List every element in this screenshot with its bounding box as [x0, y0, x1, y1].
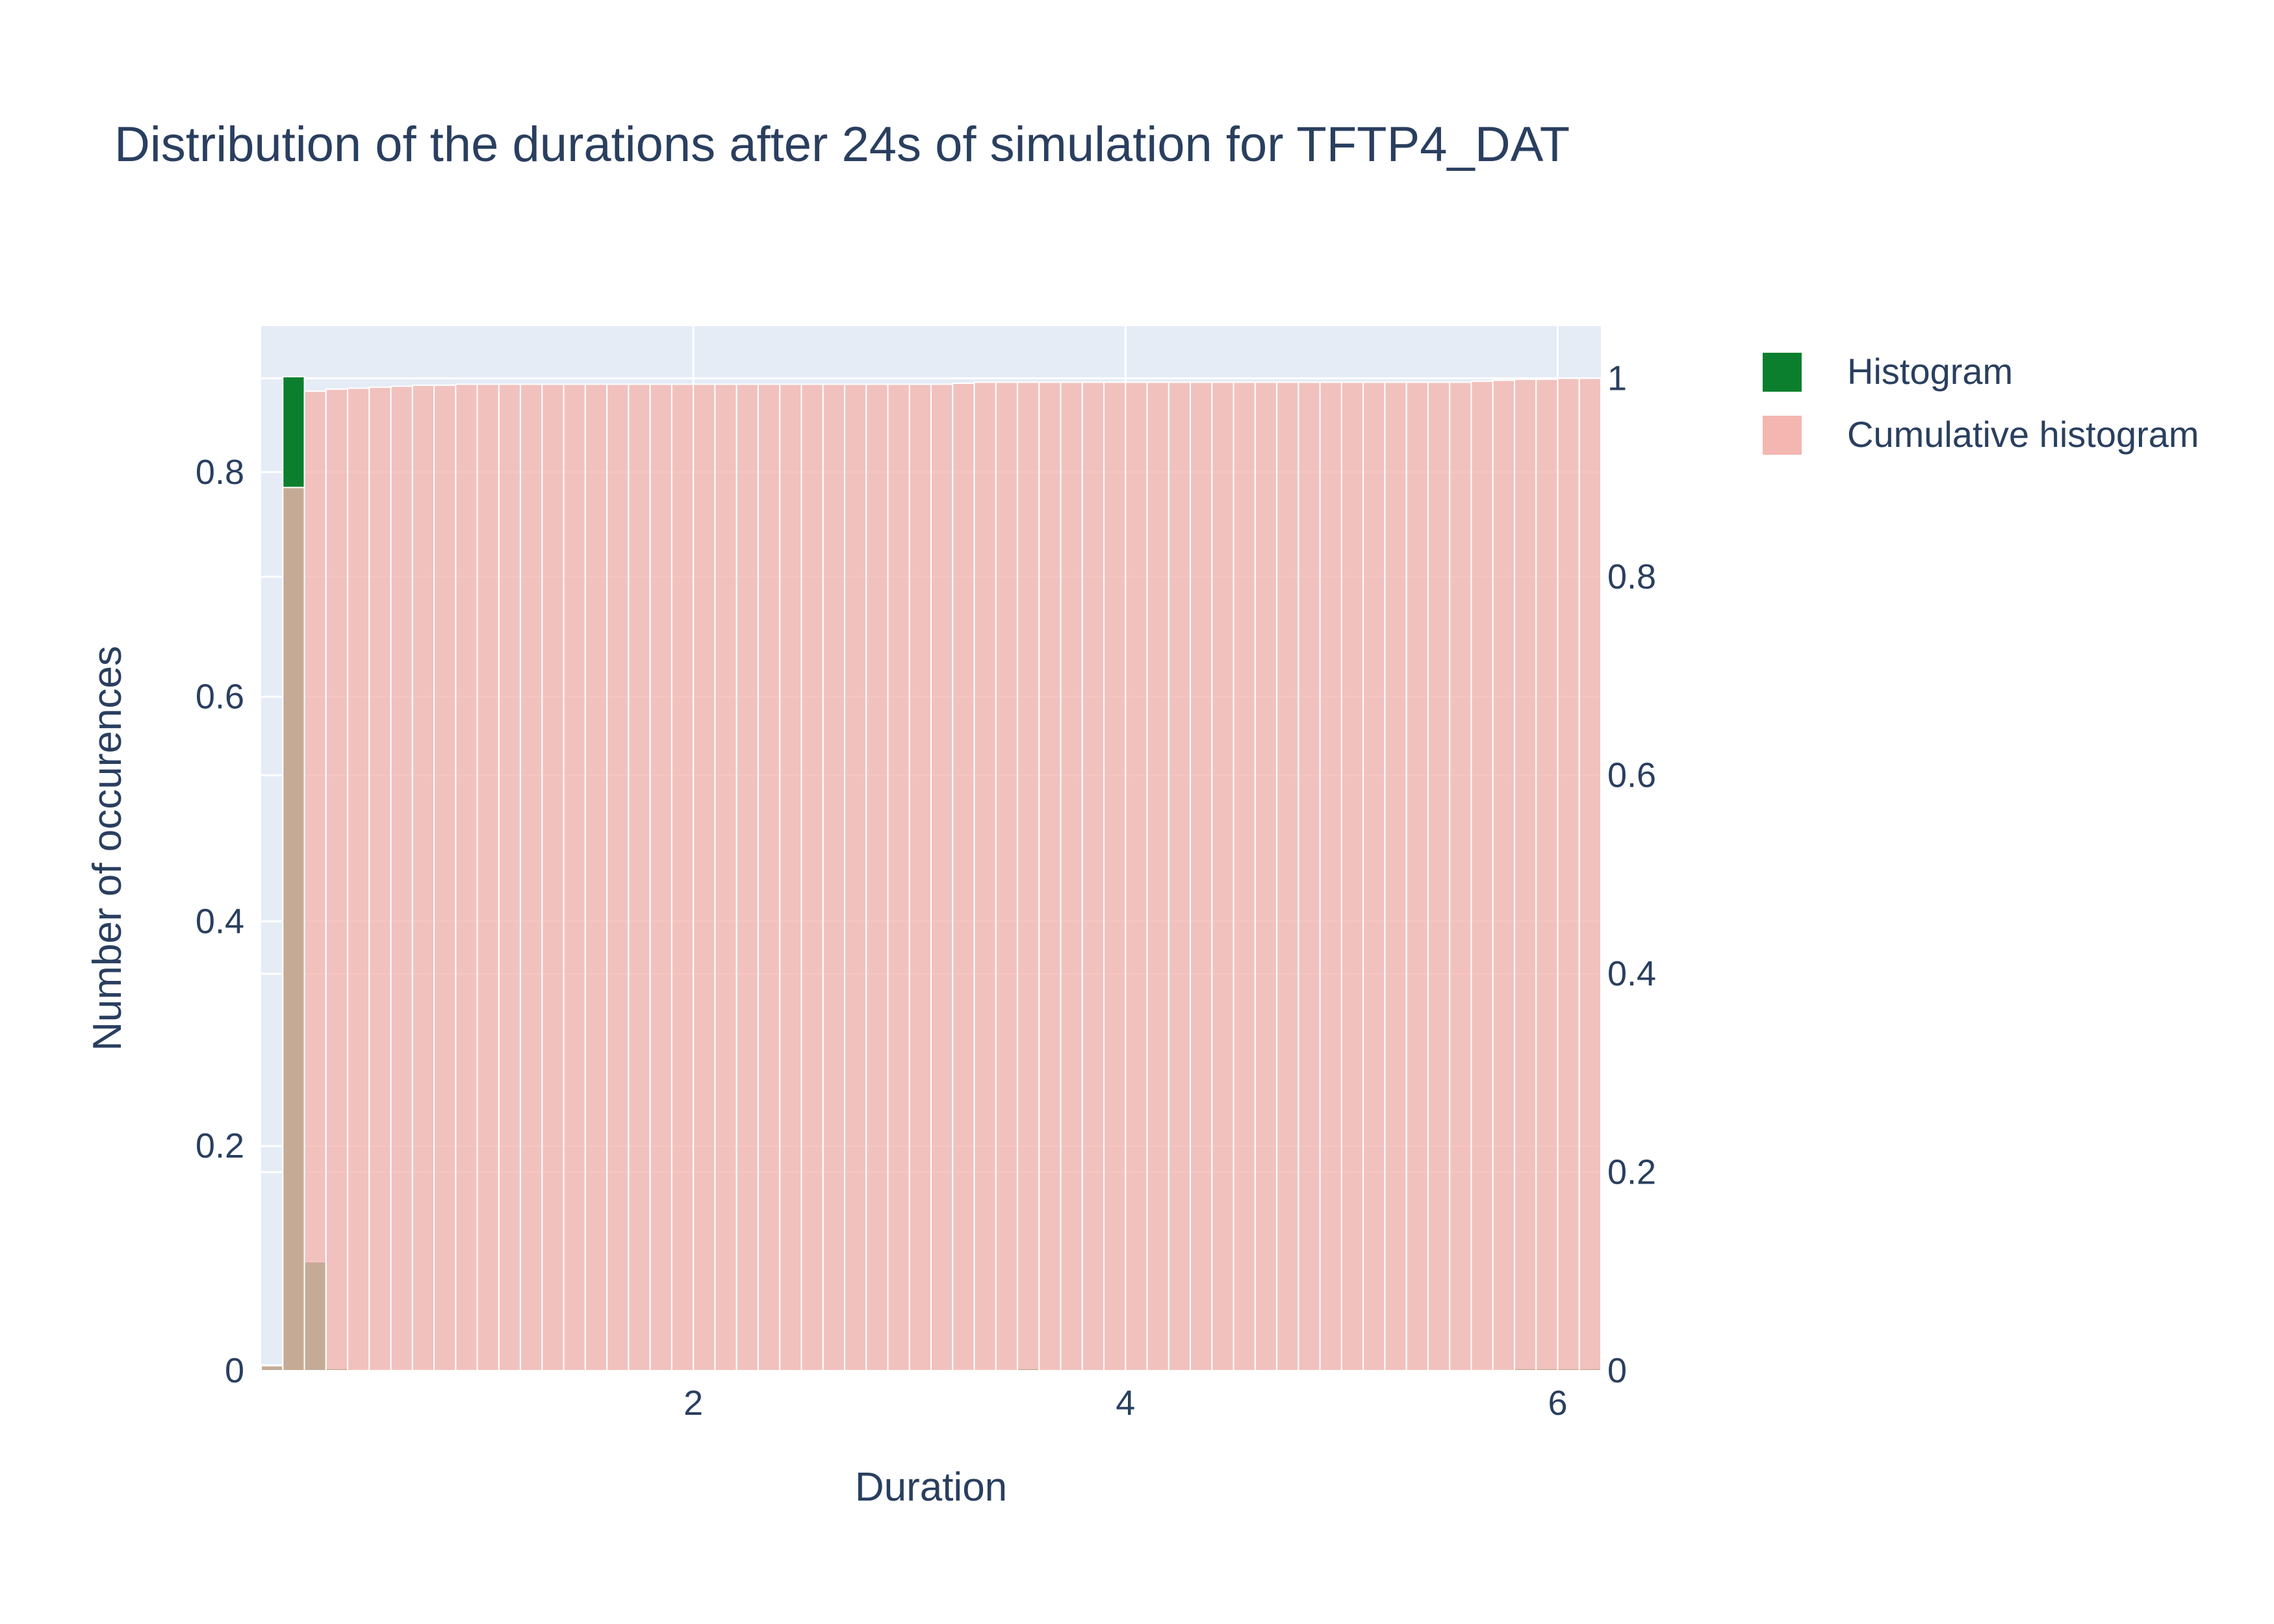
cumulative-bar-55 [1449, 381, 1472, 1372]
cumulative-bar-52 [1384, 381, 1407, 1372]
cumulative-bar-24 [779, 383, 802, 1371]
y-left-tick-label-2: 0.4 [196, 902, 244, 941]
y-left-tick-label-1: 0.2 [196, 1126, 244, 1165]
cumulative-bar-19 [671, 383, 695, 1371]
cumulative-bar-40 [1125, 381, 1148, 1372]
cumulative-bar-20 [693, 383, 716, 1371]
cumulative-bar-32 [952, 382, 975, 1371]
cumulative-bar-46 [1254, 381, 1278, 1372]
cumulative-bar-25 [800, 383, 824, 1371]
x-tick-label-2: 6 [1548, 1384, 1567, 1423]
y-right-tick-label-3: 0.6 [1607, 755, 1656, 794]
cumulative-bar-27 [843, 383, 867, 1371]
cumulative-bar-47 [1276, 381, 1299, 1372]
cumulative-bar-36 [1038, 381, 1062, 1372]
cumulative-bar-17 [628, 383, 651, 1371]
cumulative-bar-10 [476, 383, 500, 1371]
legend-label-0: Histogram [1847, 351, 2013, 392]
cumulative-bar-26 [822, 383, 845, 1371]
cumulative-bar-8 [433, 385, 457, 1371]
y-left-tick-label-0: 0 [225, 1351, 244, 1390]
y-right-tick-label-2: 0.4 [1607, 954, 1656, 993]
cumulative-bar-37 [1060, 381, 1083, 1372]
cumulative-histogram-bars [261, 377, 1602, 1372]
cumulative-bar-57 [1492, 379, 1515, 1372]
cumulative-bar-60 [1557, 377, 1580, 1372]
legend: Histogram Cumulative histogram [1763, 351, 2199, 455]
cumulative-bar-1 [282, 487, 305, 1371]
legend-label-1: Cumulative histogram [1847, 414, 2199, 455]
cumulative-bar-4 [347, 387, 370, 1371]
cumulative-bar-33 [973, 381, 997, 1372]
cumulative-bar-51 [1362, 381, 1386, 1372]
cumulative-bar-14 [563, 383, 586, 1371]
chart-title: Distribution of the durations after 24s … [114, 117, 1570, 172]
cumulative-bar-59 [1535, 378, 1559, 1371]
cumulative-bar-11 [498, 383, 522, 1371]
x-tick-label-1: 4 [1116, 1384, 1135, 1423]
cumulative-bar-21 [714, 383, 737, 1371]
cumulative-bar-56 [1470, 380, 1494, 1371]
cumulative-bar-29 [887, 383, 910, 1371]
cumulative-bar-28 [865, 383, 889, 1371]
cumulative-bar-3 [325, 388, 349, 1371]
cumulative-bar-34 [995, 381, 1019, 1372]
cumulative-bar-7 [411, 385, 435, 1371]
cumulative-bar-13 [541, 383, 565, 1371]
y-left-tick-label-3: 0.6 [196, 678, 244, 717]
cumulative-bar-23 [757, 383, 781, 1371]
cumulative-bar-31 [930, 383, 954, 1371]
y-right-tick-label-0: 0 [1607, 1351, 1627, 1390]
cumulative-bar-42 [1168, 381, 1192, 1372]
cumulative-bar-45 [1233, 381, 1256, 1372]
cumulative-bar-5 [368, 387, 392, 1371]
cumulative-bar-16 [606, 383, 630, 1371]
cumulative-bar-15 [584, 383, 608, 1371]
cumulative-bar-61 [1578, 377, 1602, 1372]
y-right-tick-label-1: 0.2 [1607, 1152, 1656, 1191]
y-right-tick-label-5: 1 [1607, 359, 1627, 398]
cumulative-bar-2 [303, 390, 327, 1371]
y-axis-title: Number of occurences [85, 646, 130, 1051]
legend-swatch-1 [1763, 416, 1802, 455]
x-axis-title: Duration [855, 1465, 1007, 1510]
y-right-tick-label-4: 0.8 [1607, 557, 1656, 596]
cumulative-bar-9 [455, 383, 478, 1371]
cumulative-bar-35 [1017, 381, 1040, 1372]
cumulative-bar-50 [1340, 381, 1364, 1372]
cumulative-bar-43 [1190, 381, 1213, 1372]
y-left-tick-label-4: 0.8 [196, 453, 244, 492]
cumulative-bar-58 [1513, 378, 1537, 1371]
cumulative-bar-6 [390, 385, 413, 1371]
x-axis-tick-labels: 2 4 6 [683, 1384, 1567, 1423]
cumulative-bar-49 [1319, 381, 1342, 1372]
cumulative-bar-44 [1211, 381, 1234, 1372]
legend-swatch-0 [1763, 353, 1802, 392]
cumulative-bar-12 [520, 383, 543, 1371]
cumulative-bar-54 [1427, 381, 1451, 1372]
cumulative-bar-38 [1081, 381, 1105, 1372]
cumulative-bar-48 [1297, 381, 1321, 1372]
cumulative-bar-0 [261, 1365, 284, 1372]
x-tick-label-0: 2 [683, 1384, 703, 1423]
y-axis-right-tick-labels: 0 0.2 0.4 0.6 0.8 1 [1607, 359, 1656, 1390]
y-axis-left-tick-labels: 0 0.2 0.4 0.6 0.8 [196, 453, 244, 1390]
cumulative-bar-39 [1103, 381, 1127, 1372]
cumulative-bar-53 [1405, 381, 1429, 1372]
cumulative-bar-22 [735, 383, 759, 1371]
cumulative-bar-18 [649, 383, 672, 1371]
cumulative-bar-41 [1146, 381, 1169, 1372]
cumulative-bar-30 [908, 383, 932, 1371]
